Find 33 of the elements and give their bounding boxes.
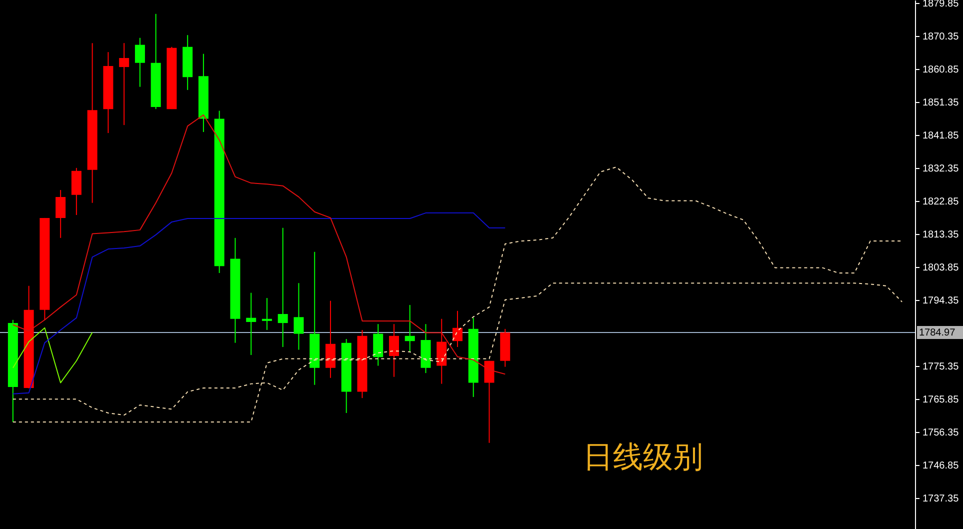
candlestick bbox=[388, 324, 399, 378]
candlestick bbox=[325, 300, 336, 378]
y-tick-label: 1813.35 bbox=[922, 229, 960, 240]
y-tick-label: 1870.35 bbox=[922, 31, 960, 42]
candlestick bbox=[246, 292, 256, 356]
y-tick-label: 1822.85 bbox=[922, 196, 960, 208]
y-tick-label: 1832.35 bbox=[922, 163, 960, 174]
line-series bbox=[12, 212, 506, 394]
y-tick-label: 1803.85 bbox=[922, 262, 960, 274]
candlestick bbox=[278, 227, 288, 348]
y-tick-label: 1746.85 bbox=[922, 460, 960, 472]
candlestick bbox=[71, 167, 82, 216]
line-series bbox=[12, 327, 93, 384]
y-tick-label: 1860.85 bbox=[922, 64, 960, 76]
candlestick bbox=[262, 298, 272, 330]
candlestick bbox=[294, 282, 304, 350]
candlestick bbox=[404, 304, 415, 352]
ref-line-label: 1784.97 bbox=[919, 328, 956, 339]
y-tick-label: 1841.85 bbox=[922, 130, 960, 142]
annotation: 日线级别 bbox=[583, 440, 703, 475]
candlestick bbox=[373, 324, 384, 366]
candlestick bbox=[452, 310, 462, 348]
y-tick-label: 1851.35 bbox=[922, 97, 960, 108]
y-tick-label: 1756.35 bbox=[922, 427, 960, 438]
candlestick bbox=[134, 37, 145, 88]
y-tick-label: 1775.35 bbox=[922, 361, 960, 372]
y-tick-label: 1737.35 bbox=[922, 493, 960, 504]
y-tick-label: 1765.85 bbox=[922, 394, 960, 406]
candlestick bbox=[56, 189, 66, 238]
candlestick bbox=[436, 318, 447, 384]
candlestick bbox=[119, 42, 130, 126]
y-tick-label: 1794.35 bbox=[922, 295, 960, 306]
candlestick bbox=[484, 360, 494, 444]
